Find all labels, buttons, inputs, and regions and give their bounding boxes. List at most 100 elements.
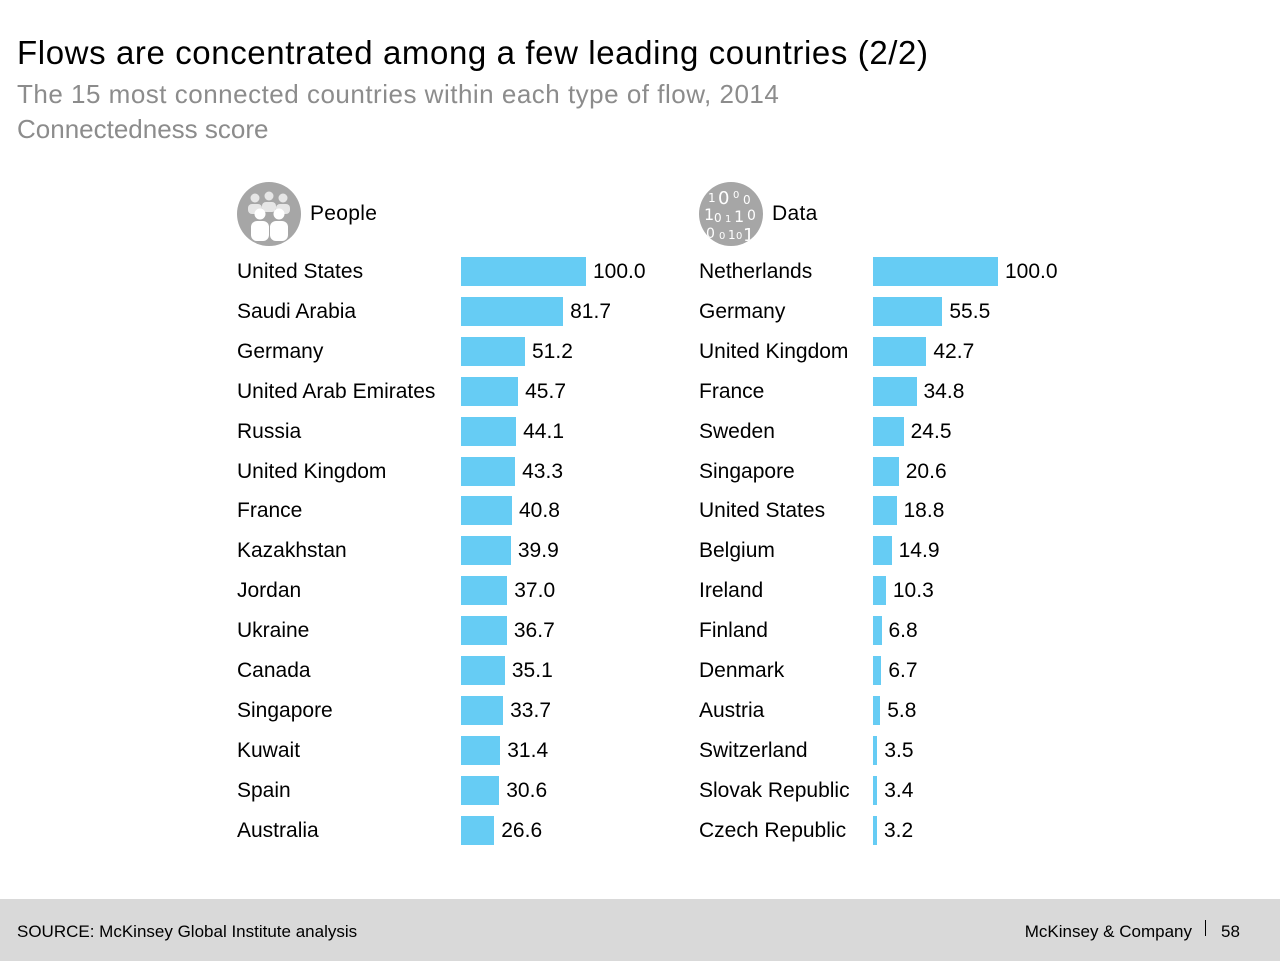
unit-label: Connectedness score [17,114,269,144]
people-chart-row: United Arab Emirates 45.7 [237,376,657,420]
category-label: Czech Republic [699,818,847,842]
value-label: 40.8 [519,499,560,523]
value-label: 18.8 [903,499,945,523]
category-label: Russia [237,419,302,443]
data-chart-row: Denmark 6.7 [699,656,1119,699]
bar [873,695,881,725]
value-label: 43.3 [522,459,563,483]
people-chart-row: United States 100.0 [237,257,657,300]
value-label: 26.6 [501,818,543,842]
bar [461,775,500,805]
value-label: 45.7 [525,379,566,403]
bar [873,257,998,286]
category-label: Netherlands [699,260,813,283]
category-label: Jordan [237,579,302,603]
category-label: Belgium [699,539,775,563]
category-label: Kazakhstan [237,539,347,563]
value-label: 100.0 [593,260,646,283]
bar [873,416,904,446]
data-chart-title: Data [772,202,818,225]
data-chart-row: Sweden 24.5 [699,416,1119,460]
binary-data-icon: 1 0 0 0 1 0 1 1 0 0 0 1 0 1 [699,182,763,246]
category-label: United Kingdom [237,459,387,483]
category-label: United States [699,499,826,523]
bar [461,416,517,446]
value-label: 55.5 [949,299,991,323]
value-label: 51.2 [532,339,573,363]
bar [461,257,586,286]
value-label: 33.7 [510,698,551,722]
data-chart-header: 1 0 0 0 1 0 1 1 0 0 0 1 0 1 Data [699,180,1099,246]
svg-text:1: 1 [728,228,736,242]
slide-subtitle: The 15 most connected countries within e… [17,79,780,109]
value-label: 42.7 [933,339,975,363]
data-chart-row: Switzerland 3.5 [699,735,1119,779]
data-chart-row: Netherlands 100.0 [699,257,1119,300]
people-chart-row: Kazakhstan 39.9 [237,536,657,579]
category-label: Germany [237,339,324,363]
bar [461,296,564,326]
value-label: 36.7 [513,619,555,643]
svg-text:0: 0 [718,188,729,209]
value-label: 37.0 [514,579,556,603]
people-chart-row: Ukraine 36.7 [237,616,657,659]
people-icon [237,182,301,246]
bar [461,336,525,366]
svg-text:0: 0 [719,231,725,242]
value-label: 44.1 [523,419,564,443]
footer-bar [0,899,1280,961]
bar [873,735,878,765]
data-chart-row: United Kingdom 42.7 [699,336,1119,380]
svg-text:1: 1 [725,214,731,225]
category-label: Slovak Republic [699,778,850,802]
category-label: Switzerland [699,738,808,762]
footer-divider [1205,920,1206,936]
svg-text:0: 0 [736,231,742,242]
svg-text:1: 1 [704,205,714,224]
bar [461,616,507,646]
category-label: France [699,379,765,403]
bar [873,536,892,566]
category-label: Kuwait [237,738,301,762]
category-label: Saudi Arabia [237,299,357,323]
category-label: Sweden [699,419,775,443]
category-label: Germany [699,299,786,323]
svg-text:1: 1 [708,191,716,205]
svg-text:0: 0 [733,190,739,201]
value-label: 39.9 [517,539,559,563]
bar [873,496,897,526]
category-label: Denmark [699,659,785,682]
data-chart-row: Belgium 14.9 [699,536,1119,579]
category-label: Austria [699,698,765,722]
data-chart: 1 0 0 0 1 0 1 1 0 0 0 1 0 1 Data Netherl… [699,180,1119,850]
value-label: 20.6 [905,459,947,483]
people-chart-row: Jordan 37.0 [237,576,657,619]
svg-text:1: 1 [734,207,744,226]
people-chart-row: United Kingdom 43.3 [237,456,657,500]
bar [461,656,505,685]
value-label: 6.7 [888,659,918,682]
people-chart-title: People [310,202,378,225]
people-chart-row: Saudi Arabia 81.7 [237,296,657,340]
bar [461,576,508,606]
bar [873,296,943,326]
people-chart-row: Kuwait 31.4 [237,735,657,779]
people-chart-row: Australia 26.6 [237,815,657,859]
data-chart-row: Slovak Republic 3.4 [699,775,1119,819]
category-label: France [237,499,303,523]
category-label: Singapore [699,459,795,483]
value-label: 3.5 [884,738,914,762]
category-label: Ukraine [237,619,310,643]
bar [461,456,516,486]
value-label: 31.4 [507,738,549,762]
svg-text:0: 0 [747,208,756,224]
bar [873,576,886,606]
value-label: 3.4 [884,778,914,802]
value-label: 100.0 [1005,260,1058,283]
bar [873,656,882,685]
bar [873,775,878,805]
bar [461,496,512,526]
people-chart-row: Russia 44.1 [237,416,657,460]
slide-title: Flows are concentrated among a few leadi… [17,34,929,71]
svg-text:0: 0 [706,226,715,242]
